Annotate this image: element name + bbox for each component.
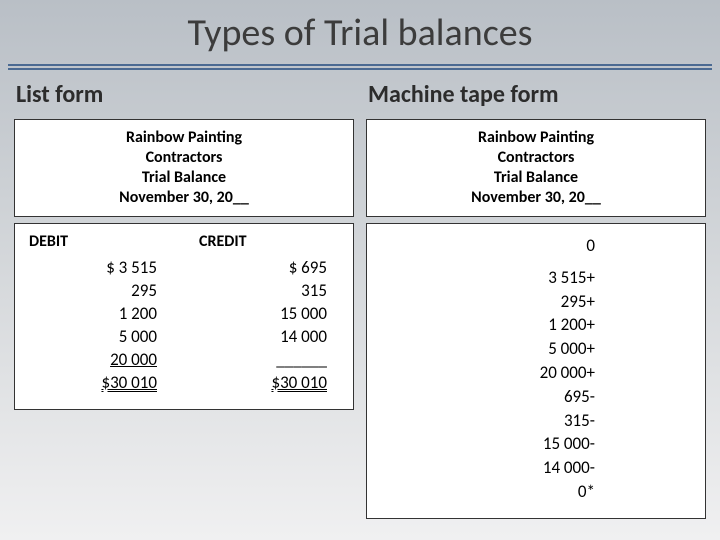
- left-h2: Contractors: [19, 148, 349, 168]
- right-h1: Rainbow Painting: [371, 128, 701, 148]
- tape-row: 20 000+: [377, 361, 595, 385]
- debit-total: $30 010: [25, 372, 157, 395]
- debit-last: 20 000: [25, 349, 157, 372]
- tape-row: 1 200+: [377, 313, 595, 337]
- right-h3: Trial Balance: [371, 168, 701, 188]
- right-data-box: 0 3 515+ 295+ 1 200+ 5 000+ 20 000+ 695-…: [366, 223, 706, 519]
- debit-column: DEBIT $ 3 515 295 1 200 5 000 20 000 $30…: [15, 224, 185, 409]
- right-header-box: Rainbow Painting Contractors Trial Balan…: [366, 119, 706, 217]
- debit-row: 295: [25, 280, 157, 303]
- tape-row: 695-: [377, 385, 595, 409]
- tape-row: 14 000-: [377, 456, 595, 480]
- credit-rule: ______: [195, 349, 327, 372]
- credit-row: 315: [195, 280, 327, 303]
- debit-row: 5 000: [25, 326, 157, 349]
- debit-values: $ 3 515 295 1 200 5 000 20 000 $30 010: [25, 257, 157, 395]
- credit-values: $ 695 315 15 000 14 000 ______ $30 010: [195, 257, 327, 395]
- left-h4: November 30, 20__: [19, 188, 349, 208]
- credit-column: CREDIT $ 695 315 15 000 14 000 ______ $3…: [185, 224, 353, 409]
- credit-row: $ 695: [195, 257, 327, 280]
- left-box-header: Rainbow Painting Contractors Trial Balan…: [15, 120, 353, 216]
- tape-row: 3 515+: [377, 266, 595, 290]
- left-h1: Rainbow Painting: [19, 128, 349, 148]
- left-data-box: DEBIT $ 3 515 295 1 200 5 000 20 000 $30…: [14, 223, 354, 410]
- tape-list: 0 3 515+ 295+ 1 200+ 5 000+ 20 000+ 695-…: [367, 224, 705, 518]
- title-rule: [8, 64, 712, 70]
- credit-row: 14 000: [195, 326, 327, 349]
- tape-row: 295+: [377, 290, 595, 314]
- right-h2: Contractors: [371, 148, 701, 168]
- tape-row: 15 000-: [377, 432, 595, 456]
- columns: List form Rainbow Painting Contractors T…: [0, 76, 720, 525]
- left-h3: Trial Balance: [19, 168, 349, 188]
- left-column: List form Rainbow Painting Contractors T…: [14, 76, 354, 525]
- credit-label: CREDIT: [195, 232, 327, 251]
- tape-row: 315-: [377, 409, 595, 433]
- right-h4: November 30, 20__: [371, 188, 701, 208]
- debit-label: DEBIT: [25, 232, 157, 251]
- right-column: Machine tape form Rainbow Painting Contr…: [366, 76, 706, 525]
- credit-row: 15 000: [195, 303, 327, 326]
- left-heading: List form: [14, 76, 354, 119]
- tape-start: 0: [377, 234, 595, 266]
- credit-total: $30 010: [195, 372, 327, 395]
- debit-row: 1 200: [25, 303, 157, 326]
- tape-row: 0*: [377, 480, 595, 504]
- debit-row: $ 3 515: [25, 257, 157, 280]
- left-header-box: Rainbow Painting Contractors Trial Balan…: [14, 119, 354, 217]
- tape-row: 5 000+: [377, 337, 595, 361]
- right-box-header: Rainbow Painting Contractors Trial Balan…: [367, 120, 705, 216]
- slide-title: Types of Trial balances: [0, 0, 720, 64]
- right-heading: Machine tape form: [366, 76, 706, 119]
